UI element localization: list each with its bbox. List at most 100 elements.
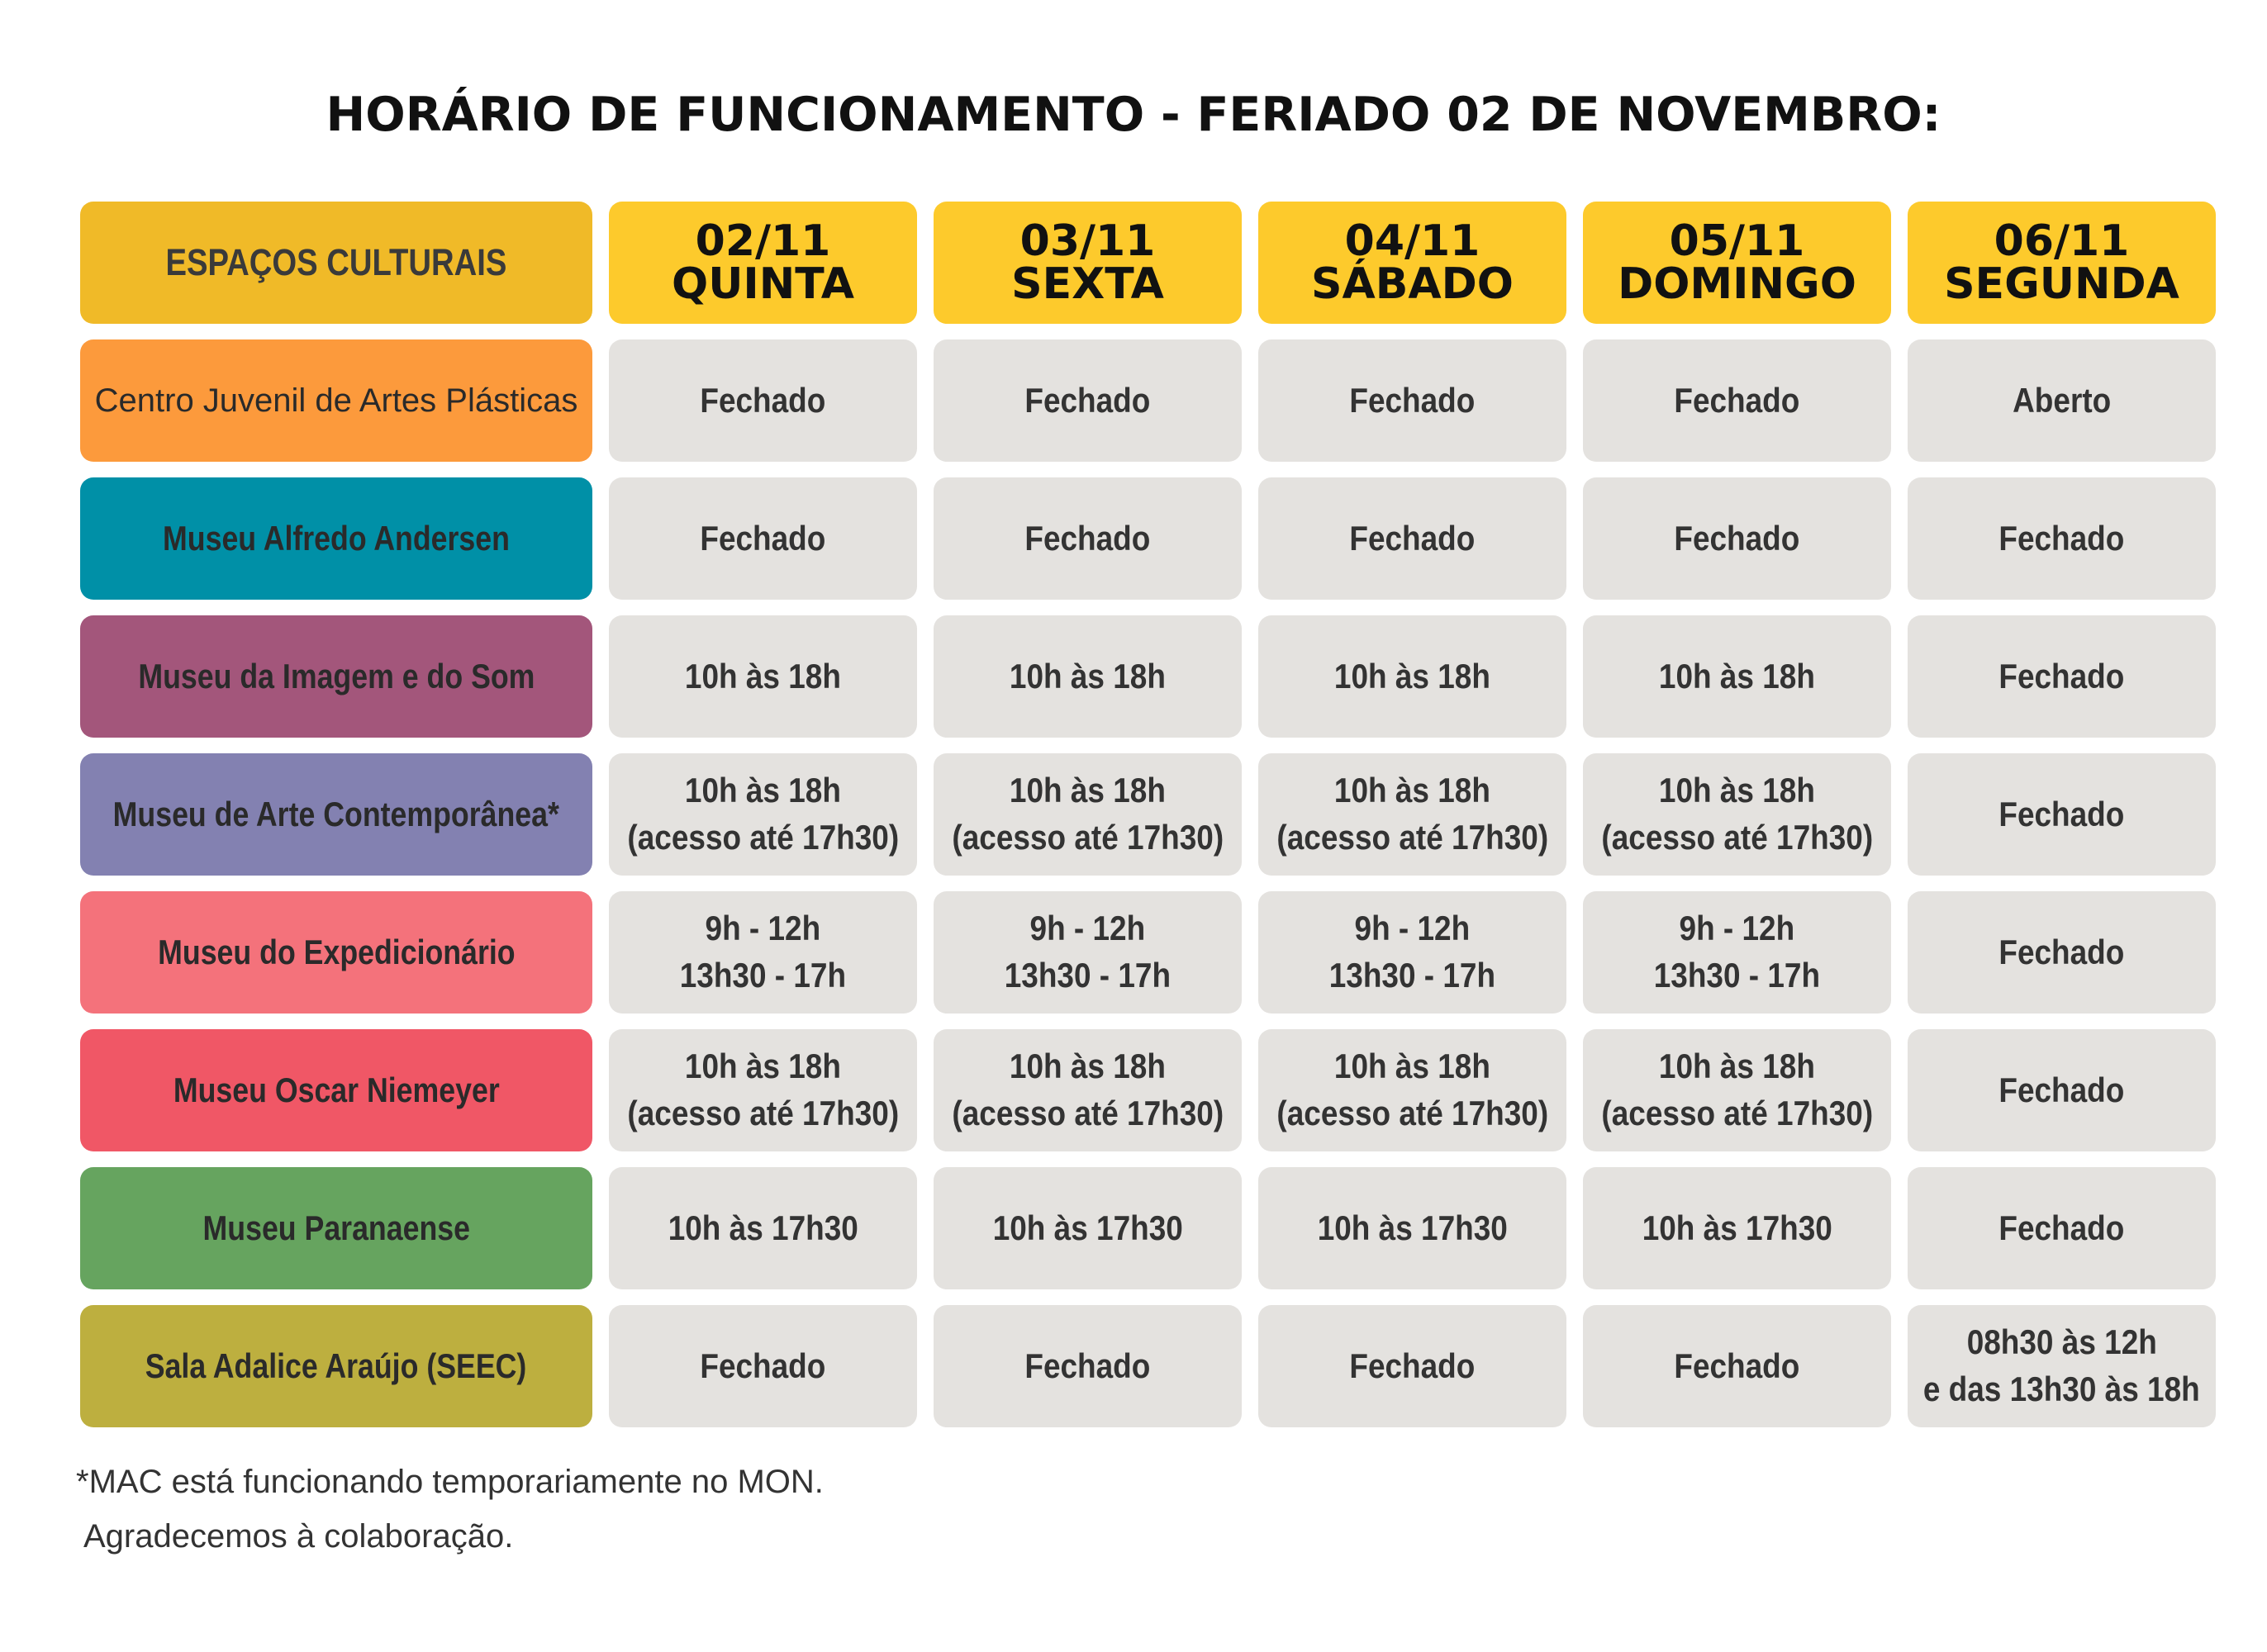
- hours-cell: 9h - 12h 13h30 - 17h: [934, 891, 1242, 1014]
- space-cell: Sala Adalice Araújo (SEEC): [80, 1305, 592, 1427]
- hours-cell: Fechado: [934, 477, 1242, 600]
- hours-text: 10h às 18h: [1009, 771, 1167, 810]
- hours-text: (acesso até 17h30): [1601, 1094, 1873, 1132]
- hours-cell: Fechado: [1258, 339, 1566, 462]
- space-name: Museu da Imagem e do Som: [137, 657, 535, 695]
- schedule-table: ESPAÇOS CULTURAIS 02/11 QUINTA 03/11 SEXTA 04…: [80, 202, 2216, 1427]
- hours-text: (acesso até 17h30): [952, 818, 1224, 857]
- hours-cell: 08h30 às 12h e das 13h30 às 18h: [1908, 1305, 2216, 1427]
- hours-cell: Fechado: [609, 1305, 917, 1427]
- hours-text: Fechado: [700, 380, 826, 420]
- space-cell: Museu de Arte Contemporânea*: [80, 753, 592, 876]
- hours-text: 13h30 - 17h: [1328, 956, 1496, 995]
- hours-cell: Aberto: [1908, 339, 2216, 462]
- hours-cell: 10h às 17h30: [609, 1167, 917, 1289]
- hours-text: Fechado: [1998, 932, 2125, 971]
- hours-text: Fechado: [1998, 794, 2125, 833]
- hours-text: 10h às 17h30: [992, 1208, 1183, 1247]
- space-cell: Museu da Imagem e do Som: [80, 615, 592, 738]
- hours-cell: Fechado: [1908, 1029, 2216, 1151]
- hours-cell: 10h às 18h (acesso até 17h30): [1258, 1029, 1566, 1151]
- footnote: *MAC está funcionando temporariamente no…: [76, 1464, 824, 1500]
- hours-cell: Fechado: [1908, 891, 2216, 1014]
- hours-cell: 9h - 12h 13h30 - 17h: [609, 891, 917, 1014]
- hours-text: 10h às 17h30: [1317, 1208, 1508, 1247]
- hours-text: 10h às 18h: [1333, 656, 1491, 695]
- hours-cell: 10h às 18h: [934, 615, 1242, 738]
- hours-text: 08h30 às 12h: [1966, 1322, 2157, 1362]
- hours-cell: 10h às 18h (acesso até 17h30): [934, 753, 1242, 876]
- hours-cell: 10h às 17h30: [1258, 1167, 1566, 1289]
- hours-text: 10h às 18h: [684, 771, 842, 810]
- header-day-date: 05/11: [1669, 216, 1805, 266]
- header-day-date: 04/11: [1344, 216, 1480, 266]
- hours-text: 10h às 18h: [1658, 771, 1816, 810]
- space-name: Museu Alfredo Andersen: [163, 519, 510, 558]
- header-spaces-label-text: ESPAÇOS CULTURAIS: [165, 241, 507, 283]
- hours-cell: 10h às 18h (acesso até 17h30): [609, 753, 917, 876]
- header-day-1: 03/11 SEXTA: [934, 202, 1242, 324]
- hours-cell: 10h às 18h (acesso até 17h30): [609, 1029, 917, 1151]
- header-spaces-label: ESPAÇOS CULTURAIS: [80, 202, 592, 324]
- space-cell: Museu Paranaense: [80, 1167, 592, 1289]
- hours-text: Fechado: [1998, 518, 2125, 558]
- space-name: Museu Oscar Niemeyer: [173, 1070, 500, 1109]
- hours-text: (acesso até 17h30): [1276, 1094, 1548, 1132]
- hours-text: 13h30 - 17h: [1004, 956, 1172, 995]
- hours-cell: Fechado: [1908, 753, 2216, 876]
- hours-cell: Fechado: [934, 339, 1242, 462]
- hours-cell: Fechado: [1908, 1167, 2216, 1289]
- header-day-date: 03/11: [1019, 216, 1156, 266]
- hours-cell: 9h - 12h 13h30 - 17h: [1258, 891, 1566, 1014]
- hours-text: 13h30 - 17h: [1653, 956, 1821, 995]
- hours-text: 9h - 12h: [1029, 909, 1146, 948]
- header-day-3: 05/11 DOMINGO: [1583, 202, 1891, 324]
- hours-text: 10h às 18h: [1333, 1047, 1491, 1086]
- hours-cell: Fechado: [609, 477, 917, 600]
- hours-cell: Fechado: [609, 339, 917, 462]
- hours-cell: 10h às 18h (acesso até 17h30): [1583, 753, 1891, 876]
- hours-text: 10h às 18h: [1333, 771, 1491, 810]
- thanks-note: Agradecemos à colaboração.: [83, 1518, 514, 1555]
- header-day-weekday: SEGUNDA: [1944, 259, 2179, 309]
- hours-cell: 10h às 18h (acesso até 17h30): [934, 1029, 1242, 1151]
- hours-text: 10h às 17h30: [668, 1208, 858, 1247]
- hours-cell: Fechado: [1908, 477, 2216, 600]
- hours-cell: 10h às 17h30: [934, 1167, 1242, 1289]
- hours-text: 10h às 18h: [1658, 656, 1816, 695]
- hours-text: 13h30 - 17h: [679, 956, 847, 995]
- hours-text: (acesso até 17h30): [627, 1094, 899, 1132]
- header-day-date: 06/11: [1994, 216, 2130, 266]
- space-name: Museu de Arte Contemporânea*: [112, 795, 560, 833]
- hours-text: Fechado: [1024, 1346, 1151, 1385]
- hours-text: Fechado: [1349, 1346, 1476, 1385]
- space-name: Centro Juvenil de Artes Plásticas: [94, 382, 578, 419]
- header-day-4: 06/11 SEGUNDA: [1908, 202, 2216, 324]
- hours-text: 9h - 12h: [705, 909, 821, 948]
- hours-cell: 10h às 18h: [1583, 615, 1891, 738]
- hours-cell: 9h - 12h 13h30 - 17h: [1583, 891, 1891, 1014]
- hours-cell: Fechado: [1583, 477, 1891, 600]
- space-name: Sala Adalice Araújo (SEEC): [145, 1346, 527, 1385]
- hours-text: Fechado: [1024, 518, 1151, 558]
- hours-text: Aberto: [2012, 380, 2112, 420]
- hours-text: Fechado: [1349, 380, 1476, 420]
- hours-text: 9h - 12h: [1679, 909, 1795, 948]
- page-title: HORÁRIO DE FUNCIONAMENTO - FERIADO 02 DE…: [326, 88, 1941, 142]
- hours-text: Fechado: [700, 518, 826, 558]
- header-day-weekday: SEXTA: [1011, 259, 1164, 309]
- hours-cell: Fechado: [934, 1305, 1242, 1427]
- space-cell: Museu Oscar Niemeyer: [80, 1029, 592, 1151]
- hours-cell: Fechado: [1583, 1305, 1891, 1427]
- hours-text: 10h às 17h30: [1642, 1208, 1832, 1247]
- hours-cell: Fechado: [1258, 477, 1566, 600]
- header-day-weekday: DOMINGO: [1618, 259, 1856, 309]
- hours-text: Fechado: [1998, 1208, 2125, 1247]
- hours-text: Fechado: [1349, 518, 1476, 558]
- hours-text: 10h às 18h: [684, 1047, 842, 1086]
- space-name: Museu Paranaense: [202, 1208, 470, 1247]
- header-day-0: 02/11 QUINTA: [609, 202, 917, 324]
- space-cell: Centro Juvenil de Artes Plásticas: [80, 339, 592, 462]
- header-day-2: 04/11 SÁBADO: [1258, 202, 1566, 324]
- hours-text: (acesso até 17h30): [627, 818, 899, 857]
